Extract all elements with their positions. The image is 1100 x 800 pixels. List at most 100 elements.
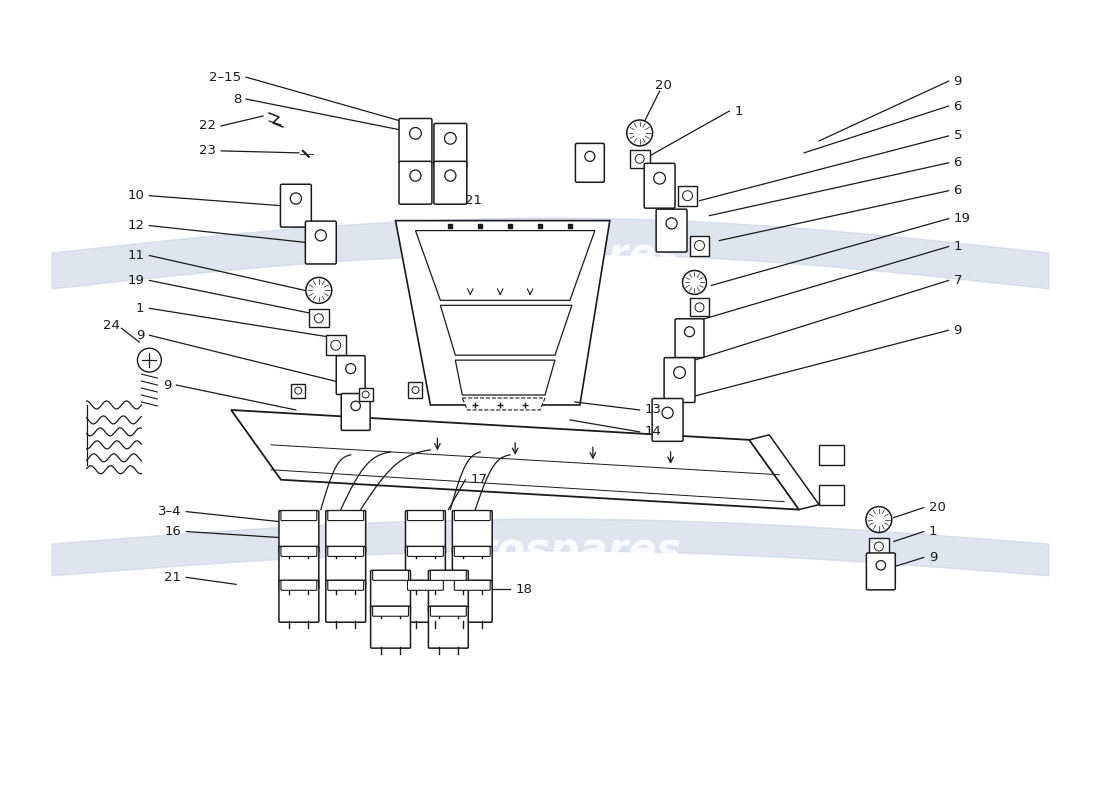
- FancyBboxPatch shape: [430, 606, 466, 616]
- Bar: [690, 235, 710, 255]
- Bar: [869, 538, 889, 555]
- Text: 19: 19: [954, 212, 970, 225]
- Text: 11: 11: [128, 249, 144, 262]
- FancyBboxPatch shape: [328, 510, 364, 521]
- FancyBboxPatch shape: [371, 570, 410, 612]
- Text: 24: 24: [102, 318, 120, 332]
- Polygon shape: [440, 306, 572, 355]
- FancyBboxPatch shape: [428, 606, 469, 648]
- FancyBboxPatch shape: [428, 570, 469, 612]
- FancyBboxPatch shape: [652, 398, 683, 442]
- Text: 9: 9: [954, 324, 962, 337]
- FancyBboxPatch shape: [326, 546, 365, 588]
- Bar: [820, 445, 844, 465]
- Text: 3–4: 3–4: [157, 505, 182, 518]
- FancyBboxPatch shape: [279, 580, 319, 622]
- Bar: [309, 310, 329, 327]
- FancyBboxPatch shape: [407, 546, 443, 557]
- FancyBboxPatch shape: [406, 580, 446, 622]
- FancyBboxPatch shape: [328, 546, 364, 557]
- Text: 1: 1: [136, 302, 144, 315]
- Polygon shape: [749, 435, 820, 510]
- Bar: [820, 485, 844, 505]
- FancyBboxPatch shape: [430, 570, 466, 580]
- Polygon shape: [462, 398, 544, 410]
- FancyBboxPatch shape: [645, 163, 675, 208]
- Polygon shape: [455, 360, 556, 395]
- Text: 6: 6: [954, 99, 962, 113]
- FancyBboxPatch shape: [675, 318, 704, 358]
- Text: 1: 1: [735, 105, 743, 118]
- Bar: [690, 298, 710, 316]
- Text: 22: 22: [199, 119, 217, 133]
- FancyBboxPatch shape: [399, 118, 432, 163]
- Text: 13: 13: [645, 403, 662, 417]
- Polygon shape: [396, 221, 609, 405]
- FancyBboxPatch shape: [867, 553, 895, 590]
- Text: 1: 1: [928, 525, 937, 538]
- FancyBboxPatch shape: [406, 510, 446, 553]
- Text: 21: 21: [465, 194, 482, 207]
- Bar: [292, 384, 306, 398]
- FancyBboxPatch shape: [326, 510, 365, 553]
- Text: 8: 8: [233, 93, 241, 106]
- FancyBboxPatch shape: [452, 580, 492, 622]
- Text: 1: 1: [954, 240, 962, 253]
- FancyBboxPatch shape: [280, 580, 317, 590]
- FancyBboxPatch shape: [664, 358, 695, 402]
- FancyBboxPatch shape: [433, 123, 466, 168]
- FancyBboxPatch shape: [454, 510, 491, 521]
- Text: 6: 6: [954, 156, 962, 170]
- FancyBboxPatch shape: [337, 356, 365, 394]
- Text: 21: 21: [164, 571, 182, 584]
- FancyBboxPatch shape: [454, 580, 491, 590]
- Text: 14: 14: [645, 426, 661, 438]
- Bar: [678, 186, 697, 206]
- Bar: [326, 335, 345, 355]
- FancyBboxPatch shape: [433, 162, 466, 204]
- Text: 16: 16: [164, 525, 182, 538]
- FancyBboxPatch shape: [407, 510, 443, 521]
- Text: 6: 6: [954, 184, 962, 198]
- Text: eurospares: eurospares: [418, 234, 682, 277]
- FancyBboxPatch shape: [452, 546, 492, 588]
- Text: eurospares: eurospares: [418, 530, 682, 573]
- Text: 9: 9: [928, 551, 937, 564]
- FancyBboxPatch shape: [326, 580, 365, 622]
- FancyBboxPatch shape: [280, 546, 317, 557]
- FancyBboxPatch shape: [341, 394, 370, 430]
- Text: 9: 9: [163, 378, 172, 391]
- Polygon shape: [231, 410, 799, 510]
- Text: 17: 17: [471, 474, 487, 486]
- FancyBboxPatch shape: [373, 606, 408, 616]
- FancyBboxPatch shape: [306, 221, 337, 264]
- FancyBboxPatch shape: [454, 546, 491, 557]
- Text: 2–15: 2–15: [209, 70, 241, 84]
- Text: 19: 19: [128, 274, 144, 287]
- Bar: [408, 382, 422, 398]
- Text: 20: 20: [928, 501, 946, 514]
- Text: 9: 9: [954, 74, 962, 88]
- Text: 5: 5: [954, 130, 962, 142]
- Bar: [359, 387, 373, 402]
- Bar: [629, 150, 650, 168]
- Text: 12: 12: [128, 219, 144, 232]
- FancyBboxPatch shape: [280, 510, 317, 521]
- FancyBboxPatch shape: [399, 162, 432, 204]
- FancyBboxPatch shape: [656, 209, 688, 252]
- Polygon shape: [416, 230, 595, 300]
- FancyBboxPatch shape: [328, 580, 364, 590]
- FancyBboxPatch shape: [279, 546, 319, 588]
- FancyBboxPatch shape: [279, 510, 319, 553]
- FancyBboxPatch shape: [407, 580, 443, 590]
- Text: 20: 20: [654, 78, 671, 91]
- FancyBboxPatch shape: [575, 143, 604, 182]
- Text: 18: 18: [515, 583, 532, 596]
- Text: 10: 10: [128, 190, 144, 202]
- Text: 23: 23: [199, 144, 217, 158]
- FancyBboxPatch shape: [452, 510, 492, 553]
- Text: 7: 7: [954, 274, 962, 287]
- FancyBboxPatch shape: [406, 546, 446, 588]
- FancyBboxPatch shape: [373, 570, 408, 580]
- FancyBboxPatch shape: [280, 184, 311, 227]
